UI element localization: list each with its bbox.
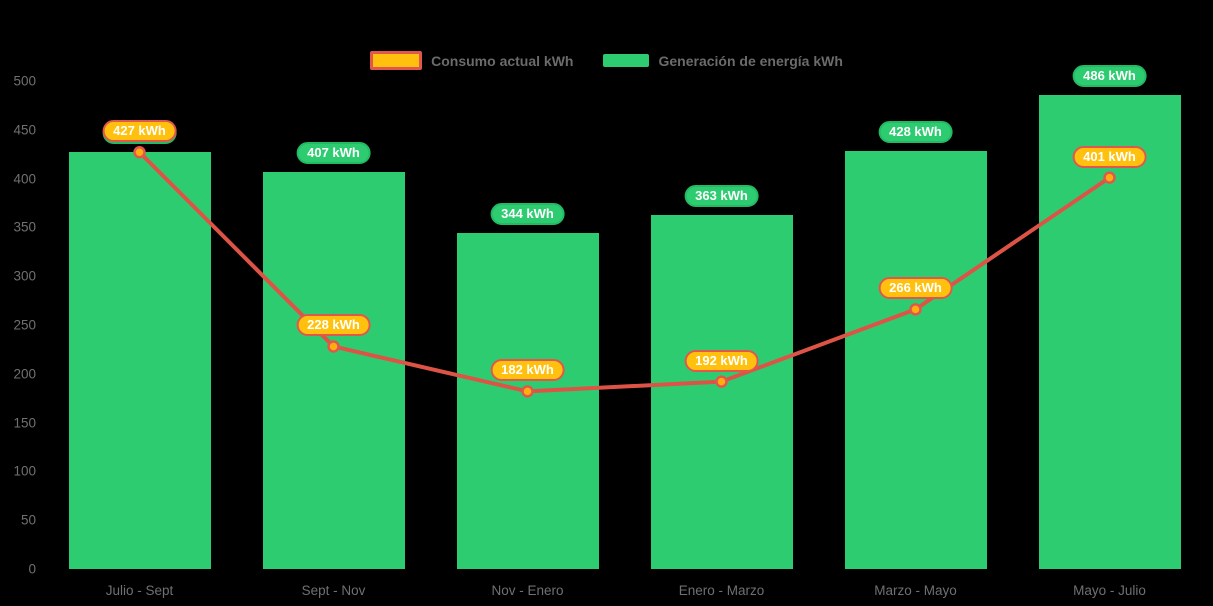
bar-value-label[interactable]: 428 kWh (878, 121, 953, 144)
x-axis-label: Julio - Sept (105, 583, 174, 598)
legend: Consumo actual kWh Generación de energía… (0, 51, 1213, 70)
bar-Marzo - Mayo[interactable] (844, 151, 987, 569)
bar-value-label[interactable]: 363 kWh (684, 184, 759, 207)
line-value-label[interactable]: 427 kWh (102, 120, 177, 143)
bar-Nov - Enero[interactable] (456, 233, 599, 569)
y-axis-tick-label: 150 (13, 415, 36, 431)
y-axis-tick-label: 250 (13, 317, 36, 333)
line-value-label[interactable]: 228 kWh (296, 314, 371, 337)
data-point[interactable] (1103, 171, 1116, 184)
y-axis-tick-label: 0 (28, 561, 36, 577)
legend-item-generacion[interactable]: Generación de energía kWh (603, 52, 843, 69)
x-axis-label: Enero - Marzo (678, 583, 765, 598)
y-axis-tick-label: 100 (13, 463, 36, 479)
x-axis-label: Nov - Enero (491, 583, 564, 598)
data-point[interactable] (521, 385, 534, 398)
data-point[interactable] (133, 145, 146, 159)
generacion-bar-swatch-icon (603, 54, 650, 67)
line-value-label[interactable]: 182 kWh (490, 359, 565, 382)
legend-item-consumo[interactable]: Consumo actual kWh (370, 51, 573, 70)
data-point[interactable] (715, 375, 728, 388)
consumo-line (137, 150, 1112, 394)
x-axis-label: Marzo - Mayo (874, 583, 957, 598)
legend-label-generacion: Generación de energía kWh (658, 52, 843, 69)
bar-Enero - Marzo[interactable] (650, 214, 793, 569)
legend-label-consumo: Consumo actual kWh (431, 52, 574, 69)
y-axis-tick-label: 350 (13, 219, 36, 235)
x-axis-label: Mayo - Julio (1073, 583, 1146, 598)
y-axis-tick-label: 300 (13, 268, 36, 284)
y-axis-tick-label: 50 (20, 512, 36, 528)
bar-value-label[interactable]: 486 kWh (1072, 64, 1147, 87)
data-point[interactable] (909, 303, 922, 316)
bar-Julio - Sept[interactable] (68, 152, 211, 569)
line-value-label[interactable]: 192 kWh (684, 349, 759, 372)
bar-Sept - Nov[interactable] (262, 171, 405, 569)
y-axis-tick-label: 500 (13, 73, 36, 89)
line-value-label[interactable]: 401 kWh (1072, 145, 1147, 168)
bar-value-label[interactable]: 407 kWh (296, 141, 371, 164)
line-value-label[interactable]: 266 kWh (878, 277, 953, 300)
bar-value-label[interactable]: 344 kWh (490, 203, 565, 226)
consumo-line-swatch-icon (370, 51, 423, 70)
y-axis-tick-label: 400 (13, 171, 36, 187)
data-point[interactable] (327, 340, 340, 353)
y-axis-tick-label: 450 (13, 122, 36, 138)
y-axis-tick-label: 200 (13, 366, 36, 382)
x-axis-label: Sept - Nov (301, 583, 366, 598)
